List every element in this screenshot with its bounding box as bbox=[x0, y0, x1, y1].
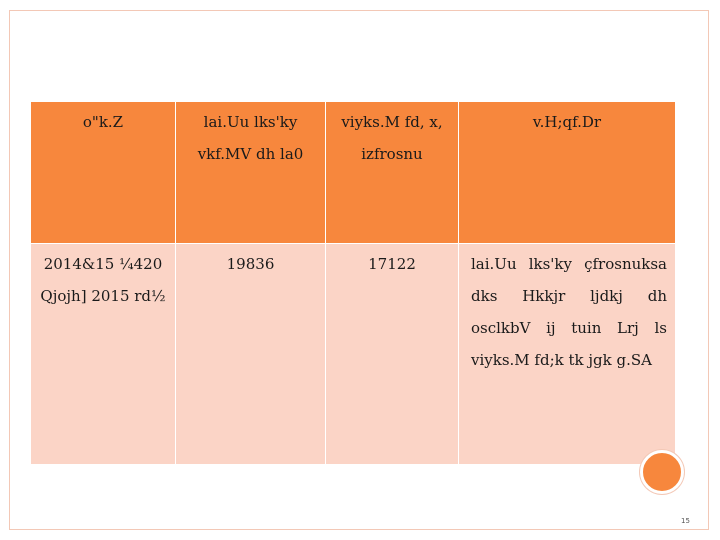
table-row: 2014&15 ¼420 Qjojh] 2015 rd½ 19836 17122… bbox=[30, 243, 676, 465]
data-table: o"k.Z lai.Uu lks'ky vkf.MV dh la0 viyks.… bbox=[30, 101, 676, 465]
header-social-audit-count: lai.Uu lks'ky vkf.MV dh la0 bbox=[175, 101, 326, 244]
decorative-circle bbox=[640, 450, 684, 494]
cell-social-audit-count: 19836 bbox=[175, 243, 326, 465]
cell-uploaded-reports: 17122 bbox=[325, 243, 459, 465]
header-remarks: v.H;qf.Dr bbox=[458, 101, 676, 244]
cell-year: 2014&15 ¼420 Qjojh] 2015 rd½ bbox=[30, 243, 176, 465]
header-uploaded-reports: viyks.M fd, x, izfrosnu bbox=[325, 101, 459, 244]
header-year: o"k.Z bbox=[30, 101, 176, 244]
table-header-row: o"k.Z lai.Uu lks'ky vkf.MV dh la0 viyks.… bbox=[30, 101, 676, 244]
page-number: 15 bbox=[681, 517, 690, 525]
cell-remarks: lai.Uu lks'ky çfrosnuksa dks Hkkjr ljdkj… bbox=[458, 243, 676, 465]
